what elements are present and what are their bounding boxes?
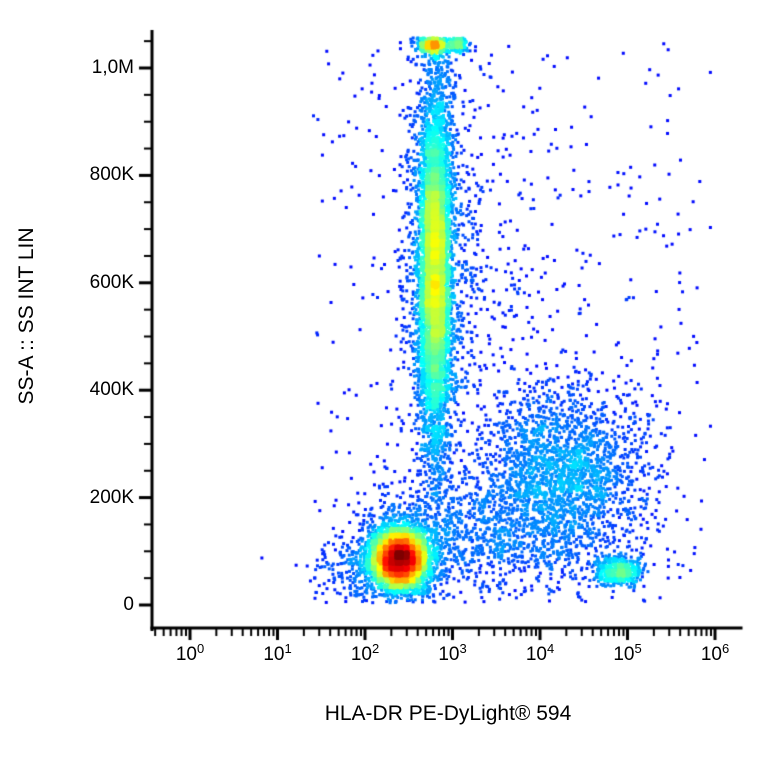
y-axis-title: SS-A :: SS INT LIN xyxy=(15,227,38,405)
x-axis-title: HLA-DR PE-DyLight® 594 xyxy=(324,702,572,725)
